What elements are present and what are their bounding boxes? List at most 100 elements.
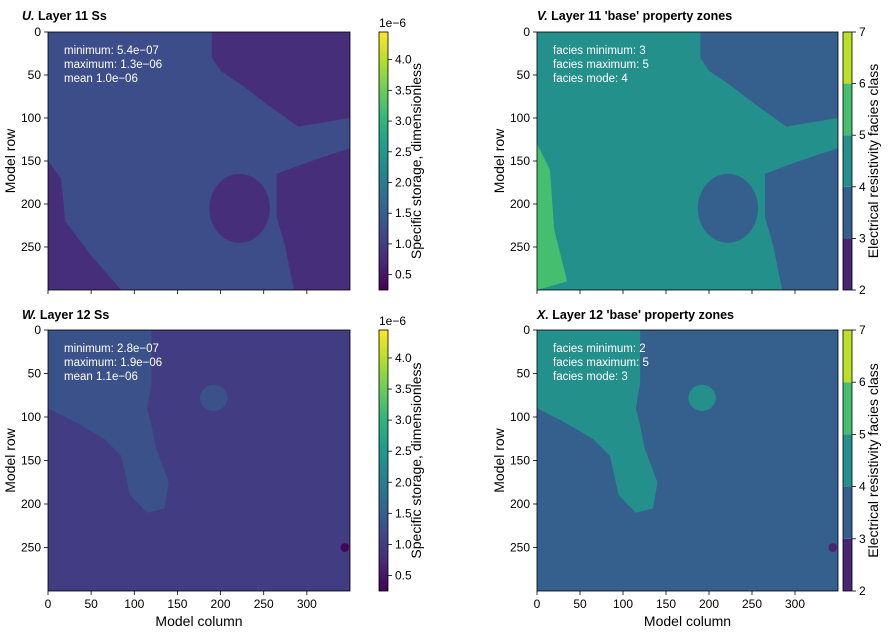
panel-title: V. Layer 11 'base' property zones xyxy=(537,9,732,23)
colorbar-tick-label: 4.0 xyxy=(395,351,412,365)
colorbar-segment xyxy=(843,83,852,136)
colorbar-tick-label: 3.0 xyxy=(395,413,412,427)
colorbar-tick-label: 1.0 xyxy=(395,537,412,551)
stat-line: facies maximum: 5 xyxy=(553,357,649,369)
heatmap-region-left-edge-zone xyxy=(537,143,568,290)
y-tick-label: 50 xyxy=(517,367,531,381)
heatmap-region-upper-right-low-zone xyxy=(211,32,350,127)
colorbar-offset-text: 1e−6 xyxy=(379,314,406,328)
panel-v: V. Layer 11 'base' property zones facies … xyxy=(491,9,881,297)
panel-title-text: Layer 12 Ss xyxy=(40,308,110,322)
x-tick-label: 50 xyxy=(84,597,98,611)
x-tick-label: 100 xyxy=(613,597,633,611)
y-tick-label: 100 xyxy=(510,410,530,424)
stat-line: minimum: 2.8e−07 xyxy=(64,343,159,355)
colorbar-frame xyxy=(842,329,853,592)
colorbar-tick-label: 0.5 xyxy=(395,568,412,582)
heatmap-region-upper-left-zone xyxy=(537,330,658,513)
x-tick-label: 200 xyxy=(699,597,719,611)
y-tick-label: 0 xyxy=(34,323,41,337)
panel-u: U. Layer 11 Ss minimum: 5.4e−07 maximum: 1… xyxy=(2,9,424,294)
x-tick-label: 300 xyxy=(297,597,317,611)
y-tick-label: 50 xyxy=(517,68,531,82)
x-axis-label: Model column xyxy=(644,613,731,629)
heatmap-region-lower-right-dark-spot xyxy=(828,543,838,552)
colorbar-segment xyxy=(843,186,852,239)
colorbar-tick-label: 2 xyxy=(859,584,866,598)
panel-letter: W. xyxy=(22,308,40,322)
y-axis-label: Model row xyxy=(2,427,18,492)
y-tick-label: 200 xyxy=(510,497,530,511)
y-tick-label: 150 xyxy=(21,154,41,168)
colorbar-frame xyxy=(378,329,389,592)
panel-w: W. Layer 12 Ss minimum: 2.8e−07 maximum: 1… xyxy=(2,308,424,629)
colorbar-offset-text: 1e−6 xyxy=(379,16,406,30)
colorbar-tick-label: 2.0 xyxy=(395,475,412,489)
colorbar-segment xyxy=(843,538,852,591)
stat-line: facies minimum: 2 xyxy=(553,343,646,355)
y-tick-label: 250 xyxy=(510,240,530,254)
y-tick-label: 150 xyxy=(21,454,41,468)
colorbar-segment xyxy=(843,382,852,435)
colorbar-tick-label: 6 xyxy=(859,77,866,91)
colorbar-tick-label: 3.5 xyxy=(395,83,412,97)
y-tick-label: 100 xyxy=(21,410,41,424)
heatmap-region-central-blob-zone xyxy=(688,384,716,411)
colorbar-tick-label: 2.0 xyxy=(395,176,412,190)
colorbar-tick-label: 2.5 xyxy=(395,444,412,458)
y-tick-label: 50 xyxy=(28,68,42,82)
colorbar-segment xyxy=(843,135,852,187)
panel-title: U. Layer 11 Ss xyxy=(22,9,107,23)
heatmap-region-lower-right-dark-spot xyxy=(340,543,350,552)
stat-line: facies minimum: 3 xyxy=(553,45,646,57)
colorbar-tick-label: 4 xyxy=(859,180,866,194)
y-tick-label: 100 xyxy=(510,111,530,125)
heatmap-region-central-oval-zone xyxy=(697,173,759,243)
panel-x: X. Layer 12 'base' property zones facies … xyxy=(491,308,881,629)
x-tick-label: 200 xyxy=(211,597,231,611)
colorbar-tick-label: 2.5 xyxy=(395,145,412,159)
colorbar-gradient xyxy=(379,330,388,591)
stat-line: mean 1.0e−06 xyxy=(64,73,138,85)
x-tick-label: 0 xyxy=(534,597,541,611)
colorbar-tick-label: 7 xyxy=(859,323,866,337)
heatmap xyxy=(537,32,838,290)
panel-title: X. Layer 12 'base' property zones xyxy=(536,308,734,322)
colorbar-tick-label: 3.0 xyxy=(395,114,412,128)
panel-title: W. Layer 12 Ss xyxy=(22,308,109,322)
colorbar-gradient xyxy=(379,32,388,290)
colorbar-frame xyxy=(378,31,389,291)
colorbar-tick-label: 1.0 xyxy=(395,237,412,251)
colorbar-tick-label: 7 xyxy=(859,25,866,39)
y-tick-label: 250 xyxy=(21,240,41,254)
colorbar-segment xyxy=(843,330,852,383)
y-tick-label: 150 xyxy=(510,154,530,168)
x-tick-label: 0 xyxy=(45,597,52,611)
colorbar-segment xyxy=(843,486,852,539)
y-tick-label: 150 xyxy=(510,454,530,468)
colorbar-tick-label: 1.5 xyxy=(395,206,412,220)
y-tick-label: 50 xyxy=(28,367,42,381)
y-tick-label: 0 xyxy=(523,323,530,337)
colorbar-label: Specific storage, dimensionless xyxy=(408,362,424,558)
colorbar-tick-label: 4 xyxy=(859,480,866,494)
y-tick-label: 0 xyxy=(34,25,41,39)
stat-line: facies maximum: 5 xyxy=(553,59,649,71)
panel-letter: V. xyxy=(537,9,551,23)
panel-letter: X. xyxy=(536,308,552,322)
x-tick-label: 150 xyxy=(656,597,676,611)
colorbar-tick-label: 5 xyxy=(859,427,866,441)
colorbar-label: Electrical resistivity facies class xyxy=(865,363,881,558)
y-tick-label: 0 xyxy=(523,25,530,39)
x-tick-label: 50 xyxy=(573,597,587,611)
panel-letter: U. xyxy=(22,9,38,23)
stat-line: maximum: 1.3e−06 xyxy=(64,59,162,71)
heatmap-region-lower-right-low-zone xyxy=(276,148,350,290)
stat-line: minimum: 5.4e−07 xyxy=(64,45,159,57)
stat-line: facies mode: 3 xyxy=(553,371,628,383)
colorbar: 2 3 4 5 6 7 Electrical resistivity facies clas… xyxy=(842,323,881,598)
x-tick-label: 150 xyxy=(167,597,187,611)
y-axis-label: Model row xyxy=(491,128,507,193)
heatmap-region-lower-right-zone xyxy=(764,148,838,290)
